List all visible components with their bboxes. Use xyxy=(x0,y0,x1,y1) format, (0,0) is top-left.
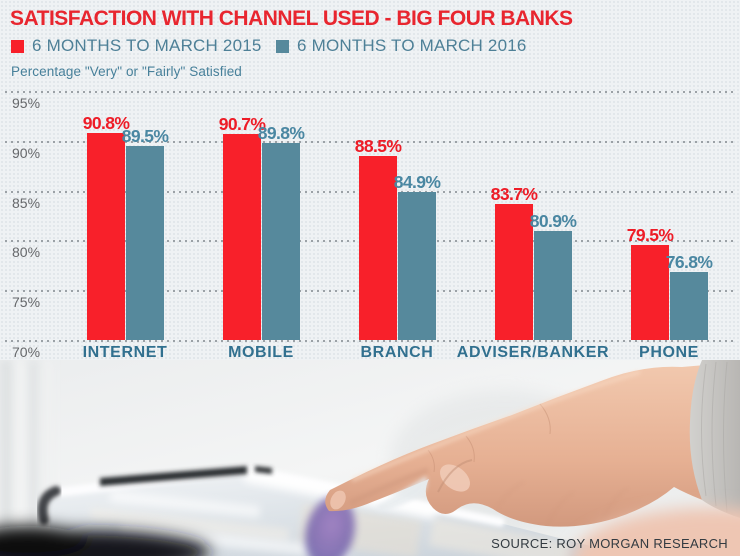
value-2015-branch: 88.5% xyxy=(354,135,402,156)
bar-2016-adviser-banker xyxy=(534,231,572,340)
hand xyxy=(325,362,740,527)
legend-label-2015: 6 MONTHS TO MARCH 2015 xyxy=(32,36,262,55)
bar-2015-phone xyxy=(631,245,669,340)
finger-underside-shade xyxy=(348,467,429,506)
index-fingernail xyxy=(330,490,346,510)
tablet-corner-bumper xyxy=(37,486,61,525)
legend-item-2016: 6 MONTHS TO MARCH 2016 xyxy=(276,36,527,55)
thumb-gap xyxy=(376,476,428,512)
ytick-75: 75% xyxy=(12,294,41,311)
value-2015-internet: 90.8% xyxy=(82,112,130,133)
folded-finger-shadows xyxy=(496,481,629,525)
legend-item-2015: 6 MONTHS TO MARCH 2015 xyxy=(11,36,262,55)
tablet-cover-edge-2 xyxy=(255,466,272,474)
chart-legend: 6 MONTHS TO MARCH 2015 6 MONTHS TO MARCH… xyxy=(0,36,740,55)
tablet-cover-edge xyxy=(100,466,247,486)
gridline-90 xyxy=(5,140,735,143)
legend-swatch-2016 xyxy=(276,39,289,53)
gridline-95 xyxy=(5,91,735,93)
photo-illustration xyxy=(0,360,740,556)
value-2016-branch: 84.9% xyxy=(393,171,441,192)
sleeve-ribs xyxy=(701,361,728,513)
bar-2015-adviser-banker xyxy=(495,203,533,340)
value-2016-mobile: 89.8% xyxy=(257,122,305,143)
category-label-phone: PHONE xyxy=(639,344,699,361)
legend-swatch-2015 xyxy=(11,39,24,53)
category-label-branch: BRANCH xyxy=(360,344,434,361)
bar-2015-branch xyxy=(359,155,397,340)
photo-hand-tablet: SOURCE: ROY MORGAN RESEARCH xyxy=(0,360,740,556)
value-2015-mobile: 90.7% xyxy=(218,113,266,134)
bar-2016-phone xyxy=(670,272,708,340)
hand-outline xyxy=(325,362,740,527)
value-2015-phone: 79.5% xyxy=(626,225,674,246)
finger-reflection xyxy=(305,496,355,556)
category-label-mobile: MOBILE xyxy=(228,344,294,361)
value-2016-adviser-banker: 80.9% xyxy=(529,211,577,232)
ytick-70: 70% xyxy=(12,344,41,360)
bar-2015-internet xyxy=(87,132,125,340)
bar-2016-mobile xyxy=(262,142,300,340)
blurred-arm xyxy=(572,508,740,556)
axis-caption: Percentage "Very" or "Fairly" Satisfied xyxy=(11,64,242,79)
category-label-internet: INTERNET xyxy=(82,344,168,361)
bar-2016-internet xyxy=(126,145,164,340)
ytick-85: 85% xyxy=(12,194,41,211)
ytick-95: 95% xyxy=(12,95,41,111)
value-2016-internet: 89.5% xyxy=(121,125,169,146)
hand-top-highlight xyxy=(351,370,641,482)
bar-chart: 95% 90% 85% 80% 75% 70% 90.8% 89.5% INTERNET 90.7… xyxy=(5,91,735,361)
thumb-crease xyxy=(437,459,473,493)
source-credit: SOURCE: ROY MORGAN RESEARCH xyxy=(491,536,728,551)
chart-title: SATISFACTION WITH CHANNEL USED - BIG FOU… xyxy=(10,7,573,30)
photo-blinds xyxy=(0,360,52,556)
legend-label-2016: 6 MONTHS TO MARCH 2016 xyxy=(297,36,527,55)
value-2015-adviser-banker: 83.7% xyxy=(490,183,538,204)
tablet-base-shadow xyxy=(0,526,210,556)
bar-2015-mobile xyxy=(223,133,261,340)
bar-2016-branch xyxy=(398,191,436,340)
category-label-adviser-banker: ADVISER/BANKER xyxy=(456,344,610,361)
thumbnail xyxy=(439,464,471,492)
ytick-90: 90% xyxy=(12,144,41,161)
value-2016-phone: 76.8% xyxy=(665,252,713,273)
ytick-80: 80% xyxy=(12,244,41,261)
gridline-70 xyxy=(5,340,735,342)
